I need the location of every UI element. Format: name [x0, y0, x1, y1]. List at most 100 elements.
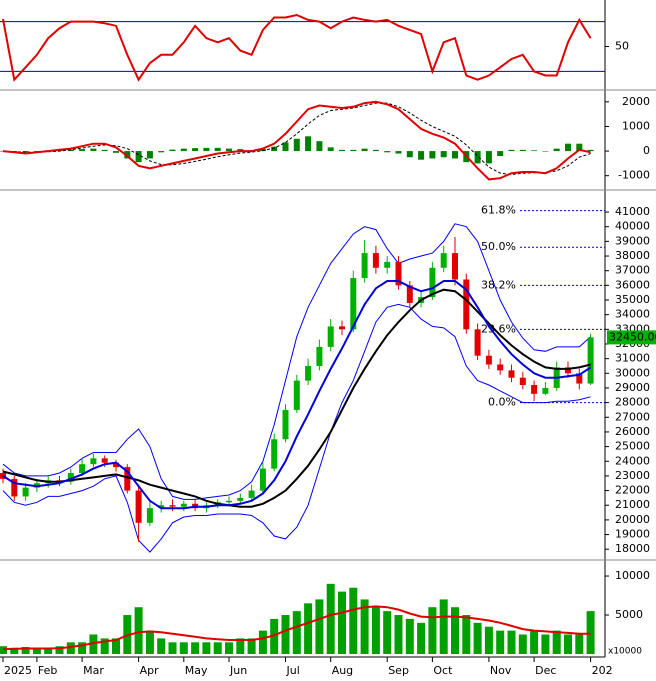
x-tick-label: Oct — [433, 664, 453, 677]
volume-bar — [530, 630, 539, 654]
volume-bar — [191, 642, 200, 654]
y-tick-label: 34000 — [615, 308, 650, 321]
candle-body — [361, 253, 368, 279]
x-tick-label: Jun — [229, 664, 247, 677]
y-tick-label: 38000 — [615, 249, 650, 262]
volume-bar — [360, 599, 369, 654]
macd-histogram-bar — [384, 151, 391, 153]
candle-body — [542, 387, 549, 394]
fib-label: 61.8% — [481, 204, 516, 217]
candle-body — [259, 468, 266, 491]
candle-body — [395, 261, 402, 286]
x-tick-label: May — [185, 664, 208, 677]
volume-bar — [338, 591, 346, 654]
y-tick-label: 40000 — [615, 220, 650, 233]
y-tick-label: 36000 — [615, 278, 650, 291]
fib-label: 38.2% — [481, 278, 516, 291]
volume-bar — [66, 642, 75, 654]
macd-histogram-bar — [531, 150, 538, 152]
candle-body — [327, 326, 334, 347]
macd-histogram-bar — [203, 147, 210, 152]
candle-body — [293, 380, 300, 410]
macd-histogram-bar — [22, 151, 29, 153]
ma-long — [2, 288, 591, 508]
y-tick-label: 26000 — [615, 425, 650, 438]
fib-label: 50.0% — [481, 240, 516, 253]
macd-histogram-bar — [542, 151, 549, 152]
rsi-line — [2, 13, 592, 82]
volume-bar — [100, 638, 109, 654]
volume-bar — [281, 615, 290, 654]
volume-bar — [236, 638, 245, 654]
volume-bar — [21, 646, 30, 654]
x-tick-label: Apr — [140, 664, 160, 677]
macd-histogram-bar — [79, 149, 86, 152]
macd-histogram-bar — [497, 151, 504, 156]
candle-body — [587, 337, 594, 384]
candle-body — [248, 490, 255, 498]
volume-bar — [44, 647, 53, 654]
candle-body — [180, 503, 187, 507]
macd-histogram-bar — [406, 151, 413, 158]
volume-bar — [89, 634, 98, 654]
volume-bar — [32, 648, 41, 654]
x-tick-label: Dec — [535, 664, 556, 677]
macd-histogram-bar — [372, 149, 379, 152]
volume-bar — [304, 603, 313, 654]
y-tick-label: 5000 — [615, 608, 643, 621]
bollinger-lower — [2, 303, 591, 553]
candle-body — [565, 367, 571, 374]
candle-body — [339, 326, 345, 330]
candle-body — [11, 478, 18, 497]
macd-histogram-bar — [293, 138, 300, 152]
volume-bar — [202, 642, 211, 654]
macd-histogram-bar — [429, 151, 436, 159]
y-tick-label: 19000 — [615, 528, 650, 541]
volume-bar — [417, 622, 426, 654]
volume-bar — [575, 634, 584, 654]
candle-body — [226, 500, 232, 503]
macd-histogram-bar — [316, 141, 323, 152]
last-price-label: 32450.00 — [609, 330, 656, 343]
macd-histogram-bar — [485, 151, 492, 164]
volume-bar — [326, 583, 335, 654]
candle-body — [531, 385, 538, 394]
candle-body — [90, 458, 97, 465]
volume-bar — [247, 638, 256, 654]
candle-body — [485, 355, 492, 365]
y-tick-label: 1000 — [622, 119, 650, 132]
candle-body — [384, 261, 391, 268]
macd-histogram-bar — [361, 148, 368, 152]
y-tick-label: 27000 — [615, 410, 650, 423]
macd-histogram-bar — [418, 151, 425, 160]
macd-histogram-bar — [146, 151, 153, 159]
macd-histogram-bar — [576, 143, 583, 152]
macd-histogram-bar — [67, 149, 74, 152]
volume-bar — [541, 634, 550, 654]
candle-body — [519, 377, 526, 386]
volume-bar — [484, 626, 493, 654]
x-tick-label: Aug — [332, 664, 353, 677]
candle-body — [316, 346, 323, 366]
macd-histogram-bar — [101, 149, 108, 152]
candle-body — [406, 285, 413, 303]
x-tick-label: Mar — [83, 664, 104, 677]
macd-histogram-bar — [508, 149, 515, 152]
candle-body — [452, 253, 458, 280]
volume-bar — [134, 607, 143, 654]
macd-histogram-bar — [440, 151, 447, 158]
candle-body — [237, 497, 244, 501]
candle-body — [124, 467, 131, 491]
candle-body — [508, 370, 515, 378]
candle-body — [67, 472, 74, 482]
x-tick-label: Jul — [286, 664, 300, 677]
y-tick-label: 24000 — [615, 454, 650, 467]
macd-histogram-bar — [327, 147, 334, 152]
candle-body — [79, 464, 86, 473]
macd-histogram-bar — [192, 148, 199, 152]
last-price-box — [607, 330, 656, 345]
candle-body — [350, 278, 357, 330]
volume-bar — [451, 607, 459, 654]
